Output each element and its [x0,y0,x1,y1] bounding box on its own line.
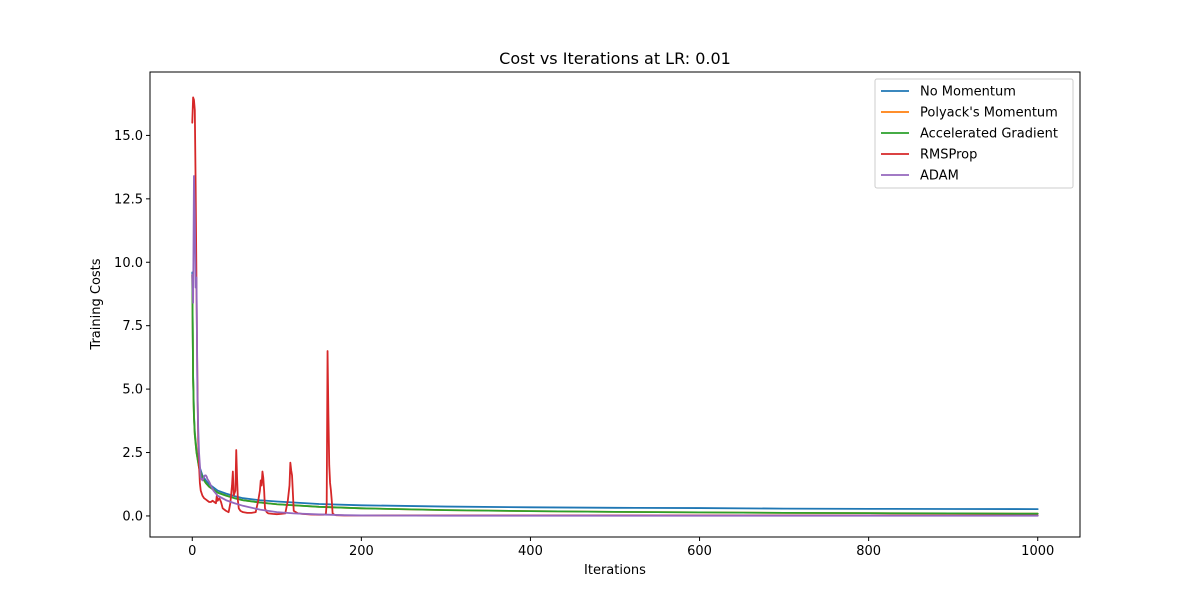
legend-label: No Momentum [920,85,1016,100]
x-tick-label: 1000 [1021,544,1054,559]
legend-label: Polyack's Momentum [920,106,1058,121]
series-line-rmsprop [191,96,1039,517]
x-tick-label: 600 [687,544,712,559]
legend-label: RMSProp [920,148,977,163]
x-tick-label: 800 [856,544,881,559]
legend: No Momentum Polyack's Momentum Accelerated… [874,78,1074,189]
plot-frame [149,71,1081,538]
chart-title: Cost vs Iterations at LR: 0.01 [499,49,731,68]
legend-label: Accelerated Gradient [920,127,1058,142]
y-tick-label: 10.0 [114,256,143,271]
x-tick-label: 400 [518,544,543,559]
y-tick-label: 0.0 [122,509,143,524]
legend-box [874,78,1074,189]
y-tick-label: 12.5 [114,192,143,207]
series-line-adam [191,175,1039,517]
y-axis: 0.0 2.5 5.0 7.5 10.0 12.5 15.0 [114,129,150,524]
y-tick-label: 5.0 [122,383,143,398]
y-tick-label: 15.0 [114,129,143,144]
legend-label: ADAM [920,169,959,184]
x-tick-label: 0 [188,544,196,559]
x-axis-label: Iterations [584,563,646,578]
x-axis: 0 200 400 600 800 1000 [188,537,1054,559]
series-line-accelerated-gradient [191,274,1039,515]
y-axis-label: Training Costs [89,258,104,350]
x-tick-label: 200 [349,544,374,559]
series-layer [191,96,1039,517]
y-tick-label: 2.5 [122,446,143,461]
y-tick-label: 7.5 [122,319,143,334]
